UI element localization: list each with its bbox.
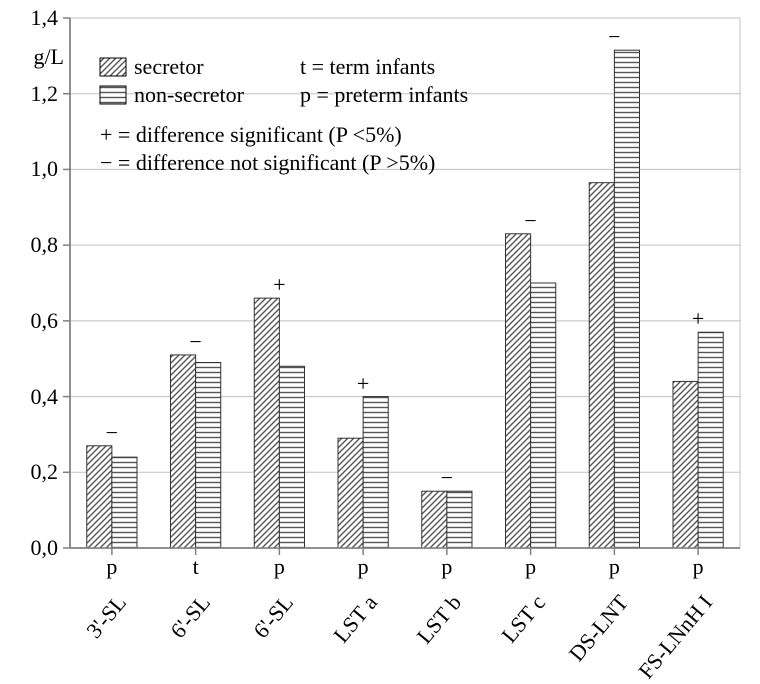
legend-note: p = preterm infants <box>300 82 468 108</box>
significance-annotation: − <box>516 208 546 234</box>
significance-annotation: + <box>683 306 713 332</box>
term-preterm-label: t <box>184 554 208 580</box>
significance-annotation: − <box>181 329 211 355</box>
term-preterm-label: p <box>519 554 543 580</box>
y-tick-label: 0,2 <box>0 459 58 485</box>
y-tick-label: 1,4 <box>0 5 58 31</box>
significance-annotation: − <box>599 24 629 50</box>
significance-annotation: + <box>348 371 378 397</box>
y-axis-label: g/L <box>10 44 64 70</box>
significance-annotation: − <box>97 420 127 446</box>
y-tick-label: 0,4 <box>0 384 58 410</box>
term-preterm-label: p <box>100 554 124 580</box>
term-preterm-label: p <box>267 554 291 580</box>
significance-annotation: − <box>432 465 462 491</box>
term-preterm-label: p <box>686 554 710 580</box>
y-tick-label: 0,8 <box>0 232 58 258</box>
y-tick-label: 1,2 <box>0 81 58 107</box>
term-preterm-label: p <box>435 554 459 580</box>
chart-container: 0,00,20,40,60,81,01,21,4g/L−p3'-SL−t6'-S… <box>0 0 760 648</box>
y-tick-label: 0,6 <box>0 308 58 334</box>
legend-note: + = difference significant (P <5%) <box>100 122 402 148</box>
y-tick-label: 1,0 <box>0 156 58 182</box>
legend-note: − = difference not significant (P >5%) <box>100 150 435 176</box>
legend-series-label: secretor <box>134 54 204 80</box>
y-tick-label: 0,0 <box>0 535 58 561</box>
legend-series-label: non-secretor <box>134 82 244 108</box>
legend-note: t = term infants <box>300 54 435 80</box>
term-preterm-label: p <box>602 554 626 580</box>
term-preterm-label: p <box>351 554 375 580</box>
significance-annotation: + <box>264 272 294 298</box>
